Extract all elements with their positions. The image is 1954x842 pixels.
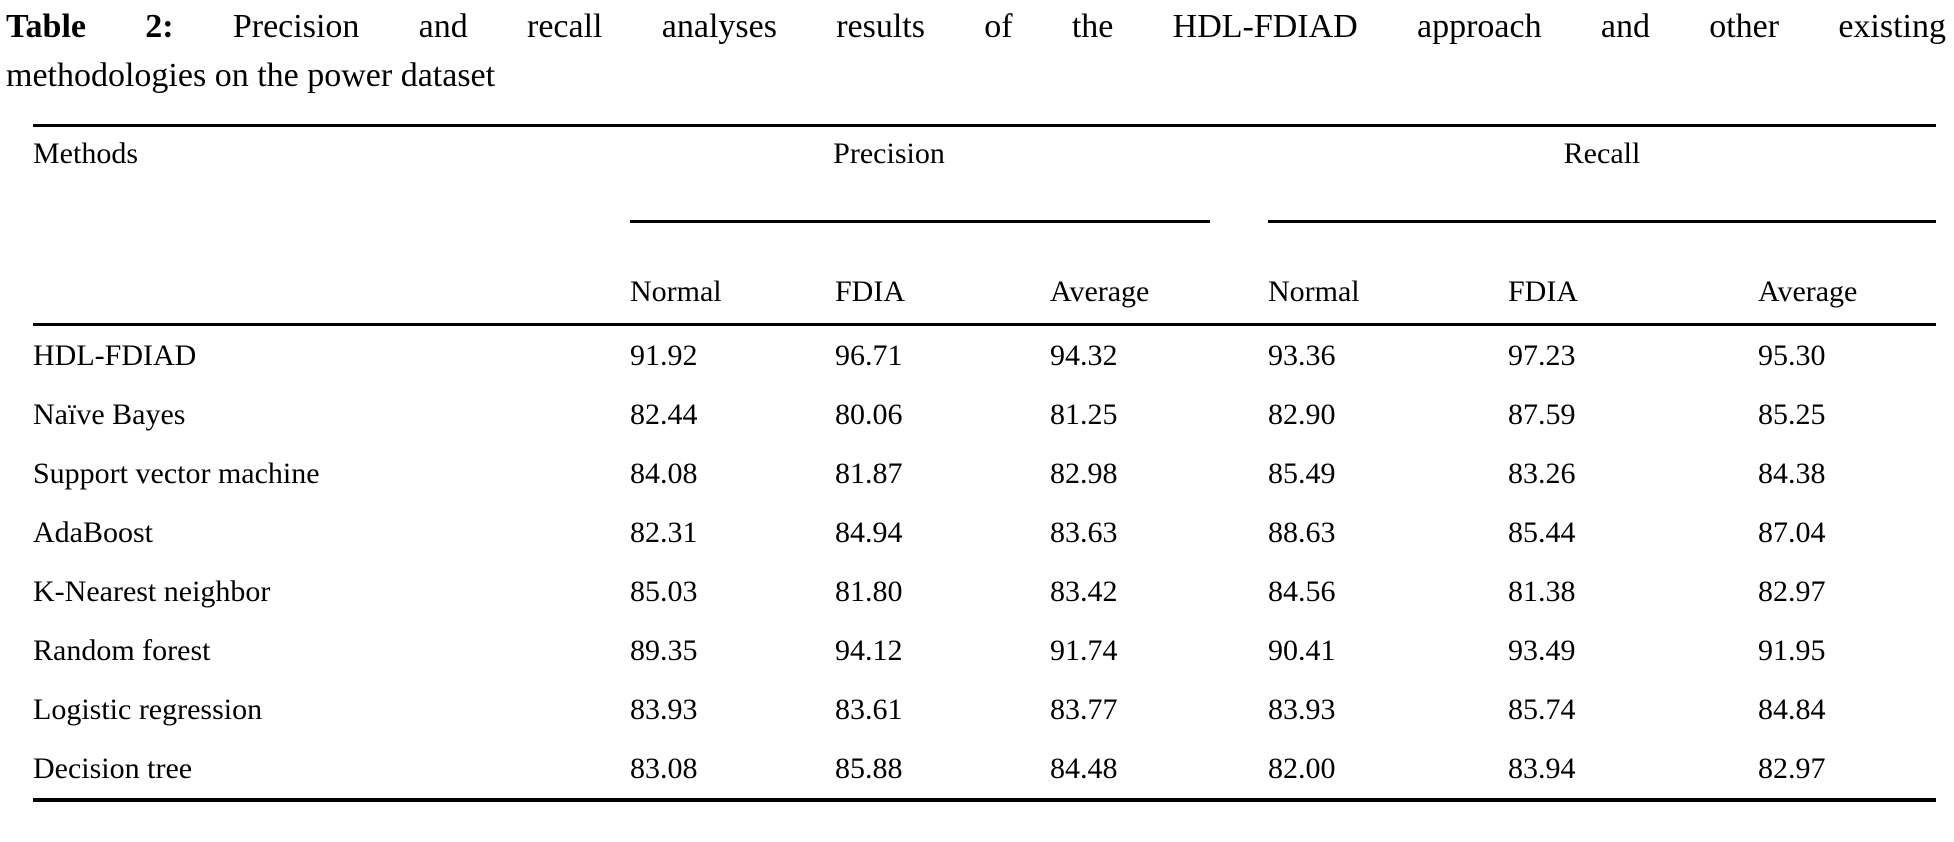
column-header-recall-average: Average <box>1758 222 1936 326</box>
value-cell: 94.12 <box>835 633 903 667</box>
column-header-recall-normal: Normal <box>1268 222 1508 326</box>
value-cell: 85.44 <box>1508 515 1576 549</box>
method-cell: AdaBoost <box>33 515 153 549</box>
value-cell: 93.36 <box>1268 338 1336 372</box>
value-cell: 85.74 <box>1508 692 1576 726</box>
value-cell: 81.80 <box>835 574 903 608</box>
table-caption-text: Precision and recall analyses results of… <box>232 8 1946 45</box>
document-page: Table 2: Precision and recall analyses r… <box>0 0 1954 802</box>
value-cell: 85.49 <box>1268 456 1336 490</box>
method-cell: Naïve Bayes <box>33 397 186 431</box>
value-cell: 82.97 <box>1758 574 1826 608</box>
value-cell: 95.30 <box>1758 338 1826 372</box>
column-header-precision-normal: Normal <box>630 222 835 326</box>
table-row: Naïve Bayes 82.44 80.06 81.25 82.90 87.5… <box>33 385 1936 444</box>
results-table-header: Methods Precision Recall Normal FDIA Ave… <box>33 124 1936 326</box>
table-row: K-Nearest neighbor 85.03 81.80 83.42 84.… <box>33 562 1936 621</box>
value-cell: 84.84 <box>1758 692 1826 726</box>
value-cell: 85.25 <box>1758 397 1826 431</box>
value-cell: 85.03 <box>630 574 698 608</box>
value-cell: 82.90 <box>1268 397 1336 431</box>
results-table-body: HDL-FDIAD 91.92 96.71 94.32 93.36 97.23 … <box>33 325 1936 802</box>
value-cell: 90.41 <box>1268 633 1336 667</box>
column-header-recall-fdia: FDIA <box>1508 222 1758 326</box>
method-cell: Support vector machine <box>33 456 320 490</box>
value-cell: 88.63 <box>1268 515 1336 549</box>
value-cell: 83.42 <box>1050 574 1118 608</box>
value-cell: 91.92 <box>630 338 698 372</box>
value-cell: 82.31 <box>630 515 698 549</box>
value-cell: 91.74 <box>1050 633 1118 667</box>
method-cell: Logistic regression <box>33 692 263 726</box>
method-cell: Decision tree <box>33 739 630 802</box>
value-cell: 84.94 <box>835 515 903 549</box>
value-cell: 80.06 <box>835 397 903 431</box>
value-cell: 93.49 <box>1508 633 1576 667</box>
value-cell: 83.63 <box>1050 515 1118 549</box>
sub-header-row: Normal FDIA Average Normal FDIA Average <box>33 222 1936 326</box>
value-cell: 81.25 <box>1050 397 1118 431</box>
value-cell: 82.44 <box>630 397 698 431</box>
value-cell: 94.32 <box>1050 338 1118 372</box>
value-cell: 83.77 <box>1050 692 1118 726</box>
method-cell: K-Nearest neighbor <box>33 574 271 608</box>
value-cell: 89.35 <box>630 633 698 667</box>
value-cell: 82.98 <box>1050 456 1118 490</box>
table-caption-line1: Table 2: Precision and recall analyses r… <box>6 2 1946 51</box>
table-row: Support vector machine 84.08 81.87 82.98… <box>33 444 1936 503</box>
value-cell: 97.23 <box>1508 338 1576 372</box>
value-cell: 83.26 <box>1508 456 1576 490</box>
value-cell: 84.56 <box>1268 574 1336 608</box>
column-header-methods: Methods <box>33 124 630 326</box>
column-group-precision: Precision <box>630 124 1268 223</box>
table-row: HDL-FDIAD 91.92 96.71 94.32 93.36 97.23 … <box>33 325 1936 386</box>
column-header-precision-average: Average <box>1050 222 1268 326</box>
column-group-recall: Recall <box>1268 124 1936 223</box>
table-row: Decision tree 83.08 85.88 84.48 82.00 83… <box>33 739 1936 802</box>
table-caption-line2: methodologies on the power dataset <box>6 57 496 94</box>
method-cell: Random forest <box>33 633 211 667</box>
value-cell: 83.94 <box>1508 739 1758 802</box>
table-caption: Table 2: Precision and recall analyses r… <box>0 0 1954 100</box>
table-row: Logistic regression 83.93 83.61 83.77 83… <box>33 680 1936 739</box>
value-cell: 87.04 <box>1758 515 1826 549</box>
table-caption-label: Table 2: <box>6 8 174 45</box>
group-header-row: Methods Precision Recall <box>33 124 1936 326</box>
results-table: Methods Precision Recall Normal FDIA Ave… <box>33 124 1936 802</box>
value-cell: 85.88 <box>835 739 1050 802</box>
value-cell: 84.48 <box>1050 739 1268 802</box>
table-row: AdaBoost 82.31 84.94 83.63 88.63 85.44 8… <box>33 503 1936 562</box>
value-cell: 81.38 <box>1508 574 1576 608</box>
value-cell: 81.87 <box>835 456 903 490</box>
value-cell: 83.08 <box>630 739 835 802</box>
value-cell: 82.00 <box>1268 739 1508 802</box>
value-cell: 82.97 <box>1758 739 1936 802</box>
value-cell: 83.93 <box>630 692 698 726</box>
value-cell: 84.08 <box>630 456 698 490</box>
value-cell: 96.71 <box>835 338 903 372</box>
value-cell: 83.61 <box>835 692 903 726</box>
value-cell: 84.38 <box>1758 456 1826 490</box>
table-row: Random forest 89.35 94.12 91.74 90.41 93… <box>33 621 1936 680</box>
value-cell: 91.95 <box>1758 633 1826 667</box>
value-cell: 83.93 <box>1268 692 1336 726</box>
column-header-precision-fdia: FDIA <box>835 222 1050 326</box>
value-cell: 87.59 <box>1508 397 1576 431</box>
method-cell: HDL-FDIAD <box>33 338 197 372</box>
